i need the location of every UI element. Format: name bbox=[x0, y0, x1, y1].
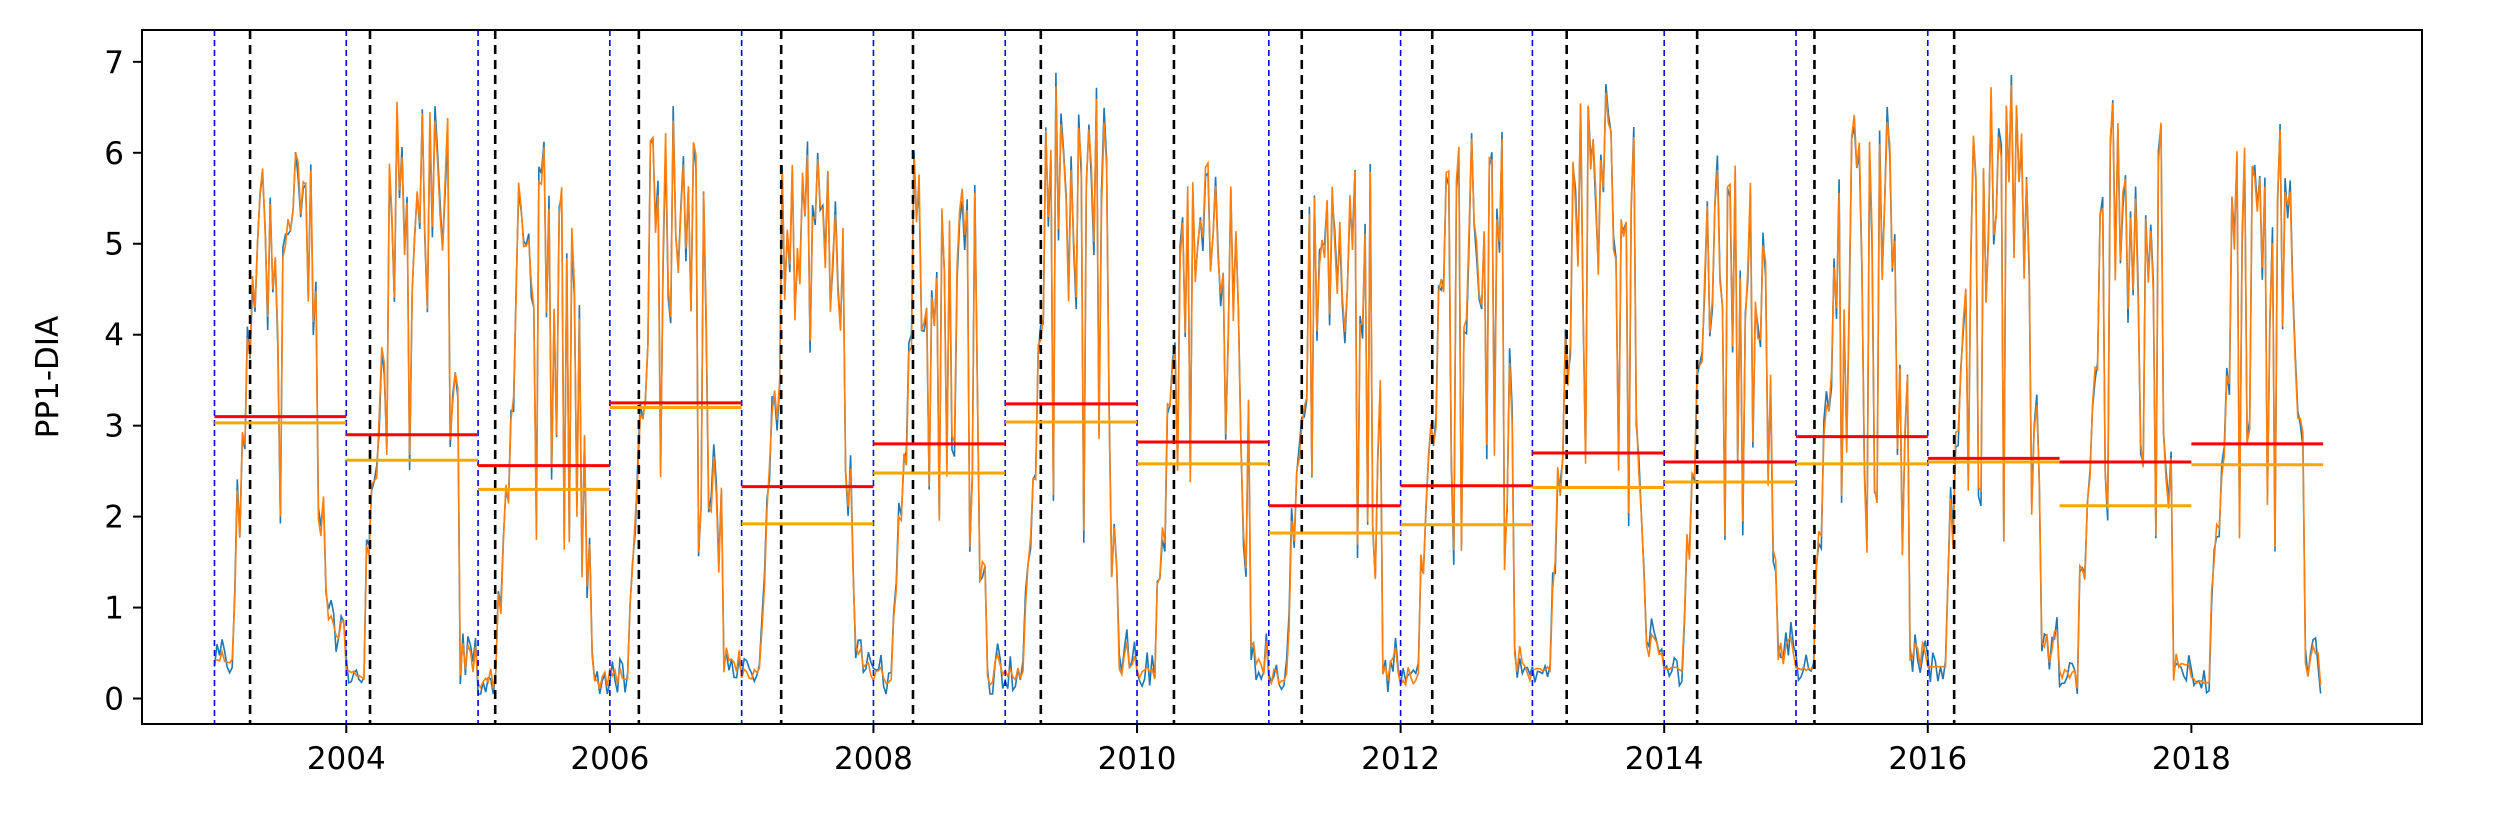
x-axis: 2004 2006 2008 2010 2012 2014 2016 2018 bbox=[307, 724, 2231, 777]
y-axis: 0 1 2 3 4 5 6 7 bbox=[104, 45, 142, 718]
x-tick-label: 2006 bbox=[570, 741, 649, 777]
x-tick-label: 2008 bbox=[834, 741, 913, 777]
x-tick-label: 2010 bbox=[1098, 741, 1177, 777]
y-tick-label: 6 bbox=[104, 136, 124, 172]
y-tick-label: 2 bbox=[104, 500, 124, 536]
plot-area bbox=[213, 30, 2324, 724]
y-tick-label: 5 bbox=[104, 227, 124, 263]
x-tick-label: 2016 bbox=[1888, 741, 1967, 777]
y-tick-label: 1 bbox=[104, 591, 124, 627]
y-tick-label: 7 bbox=[104, 45, 124, 81]
y-tick-label: 3 bbox=[104, 409, 124, 445]
x-tick-label: 2018 bbox=[2152, 741, 2231, 777]
axes-frame bbox=[141, 29, 2423, 725]
y-axis-label: PP1-DIA bbox=[30, 316, 66, 439]
y-tick-label: 0 bbox=[104, 682, 124, 718]
x-tick-label: 2014 bbox=[1625, 741, 1704, 777]
x-tick-label: 2012 bbox=[1361, 741, 1440, 777]
series-line-orange bbox=[214, 85, 2322, 690]
x-tick-label: 2004 bbox=[307, 741, 386, 777]
y-tick-label: 4 bbox=[104, 318, 124, 354]
